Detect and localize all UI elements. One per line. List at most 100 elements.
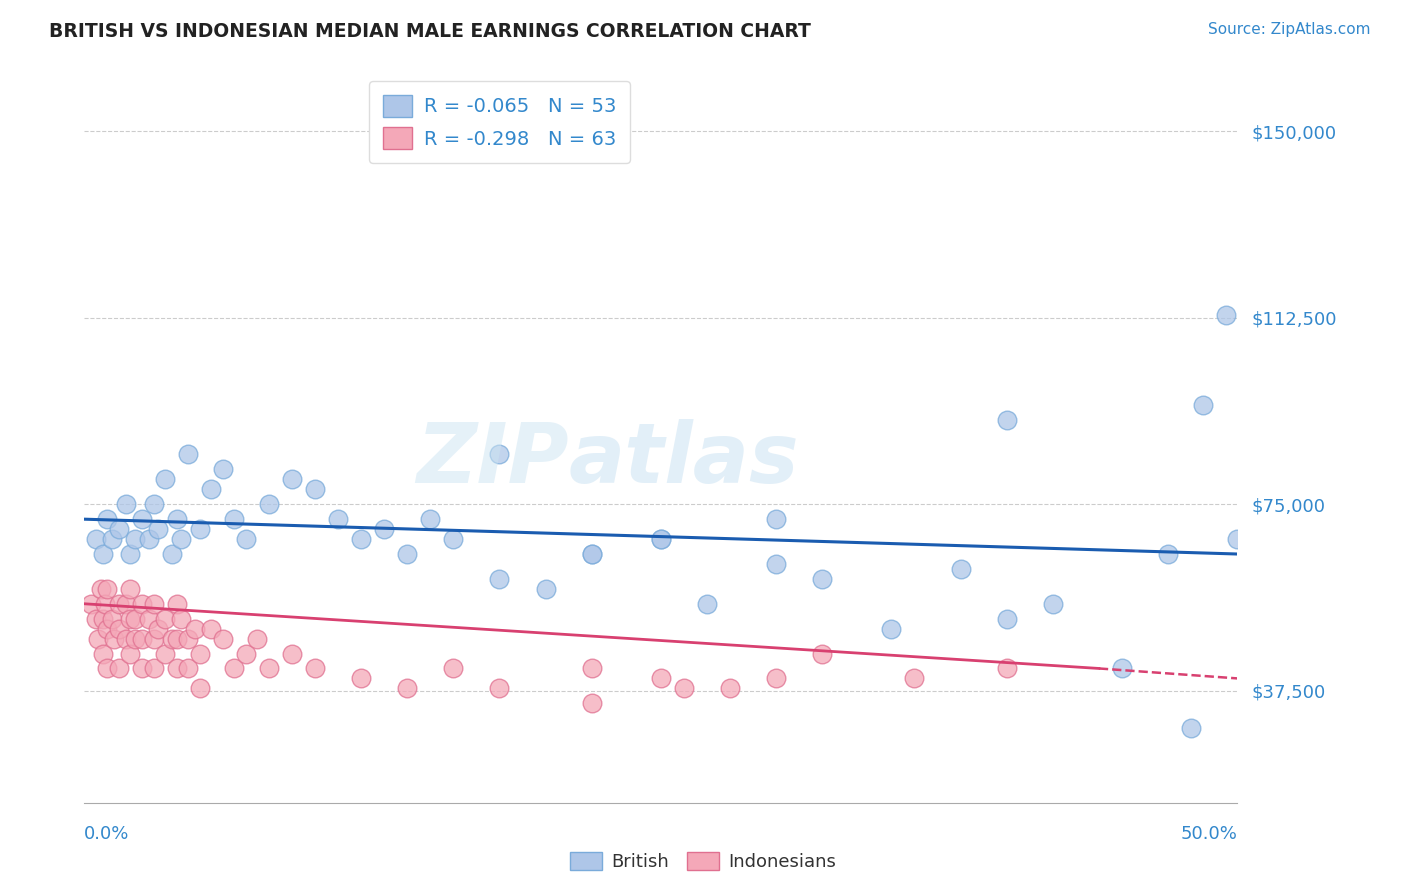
Point xyxy=(115,632,138,646)
Point xyxy=(124,532,146,546)
Point xyxy=(200,622,222,636)
Point xyxy=(373,522,395,536)
Point xyxy=(120,612,142,626)
Point xyxy=(91,547,114,561)
Point xyxy=(94,597,117,611)
Point xyxy=(257,497,280,511)
Point xyxy=(96,661,118,675)
Point xyxy=(995,612,1018,626)
Text: atlas: atlas xyxy=(568,418,799,500)
Point xyxy=(488,572,510,586)
Point xyxy=(1042,597,1064,611)
Point xyxy=(281,647,304,661)
Point xyxy=(108,622,131,636)
Point xyxy=(419,512,441,526)
Point xyxy=(153,647,176,661)
Point xyxy=(995,661,1018,675)
Point xyxy=(96,622,118,636)
Point xyxy=(101,532,124,546)
Point xyxy=(304,661,326,675)
Point xyxy=(350,672,373,686)
Point xyxy=(995,412,1018,426)
Point xyxy=(718,681,741,696)
Point xyxy=(131,597,153,611)
Point xyxy=(108,661,131,675)
Point xyxy=(177,448,200,462)
Point xyxy=(188,681,211,696)
Legend: R = -0.065   N = 53, R = -0.298   N = 63: R = -0.065 N = 53, R = -0.298 N = 63 xyxy=(370,81,630,163)
Point xyxy=(765,557,787,571)
Point xyxy=(166,661,188,675)
Point xyxy=(115,597,138,611)
Point xyxy=(1111,661,1133,675)
Point xyxy=(1157,547,1180,561)
Point xyxy=(120,647,142,661)
Point xyxy=(108,522,131,536)
Text: Source: ZipAtlas.com: Source: ZipAtlas.com xyxy=(1208,22,1371,37)
Legend: British, Indonesians: British, Indonesians xyxy=(562,845,844,879)
Point xyxy=(142,632,165,646)
Text: ZIP: ZIP xyxy=(416,418,568,500)
Point xyxy=(166,512,188,526)
Point xyxy=(177,661,200,675)
Point xyxy=(224,512,246,526)
Point xyxy=(235,532,257,546)
Point xyxy=(224,661,246,675)
Point xyxy=(246,632,269,646)
Point xyxy=(650,532,672,546)
Point xyxy=(120,547,142,561)
Point xyxy=(184,622,207,636)
Point xyxy=(581,661,603,675)
Point xyxy=(146,622,169,636)
Point xyxy=(200,483,222,497)
Point xyxy=(396,547,419,561)
Point xyxy=(880,622,903,636)
Point xyxy=(91,612,114,626)
Point xyxy=(87,632,110,646)
Point xyxy=(131,512,153,526)
Point xyxy=(146,522,169,536)
Point xyxy=(96,512,118,526)
Point xyxy=(84,532,107,546)
Point xyxy=(281,472,304,486)
Point xyxy=(142,661,165,675)
Point xyxy=(138,612,160,626)
Point xyxy=(581,547,603,561)
Point xyxy=(166,632,188,646)
Point xyxy=(115,497,138,511)
Point xyxy=(131,661,153,675)
Point xyxy=(84,612,107,626)
Point xyxy=(488,681,510,696)
Point xyxy=(103,632,125,646)
Text: BRITISH VS INDONESIAN MEDIAN MALE EARNINGS CORRELATION CHART: BRITISH VS INDONESIAN MEDIAN MALE EARNIN… xyxy=(49,22,811,41)
Point xyxy=(170,532,193,546)
Point xyxy=(235,647,257,661)
Point xyxy=(166,597,188,611)
Point xyxy=(124,612,146,626)
Point xyxy=(765,672,787,686)
Point xyxy=(188,522,211,536)
Text: 0.0%: 0.0% xyxy=(84,825,129,843)
Point xyxy=(96,582,118,596)
Point xyxy=(765,512,787,526)
Point xyxy=(1226,532,1249,546)
Point xyxy=(142,497,165,511)
Point xyxy=(89,582,111,596)
Point xyxy=(257,661,280,675)
Point xyxy=(160,632,183,646)
Point xyxy=(108,597,131,611)
Point xyxy=(811,572,834,586)
Point xyxy=(488,448,510,462)
Point xyxy=(650,672,672,686)
Point xyxy=(696,597,718,611)
Point xyxy=(811,647,834,661)
Point xyxy=(396,681,419,696)
Point xyxy=(142,597,165,611)
Point xyxy=(124,632,146,646)
Point xyxy=(138,532,160,546)
Point xyxy=(581,696,603,710)
Point xyxy=(441,532,464,546)
Text: 50.0%: 50.0% xyxy=(1181,825,1237,843)
Point xyxy=(80,597,103,611)
Point xyxy=(177,632,200,646)
